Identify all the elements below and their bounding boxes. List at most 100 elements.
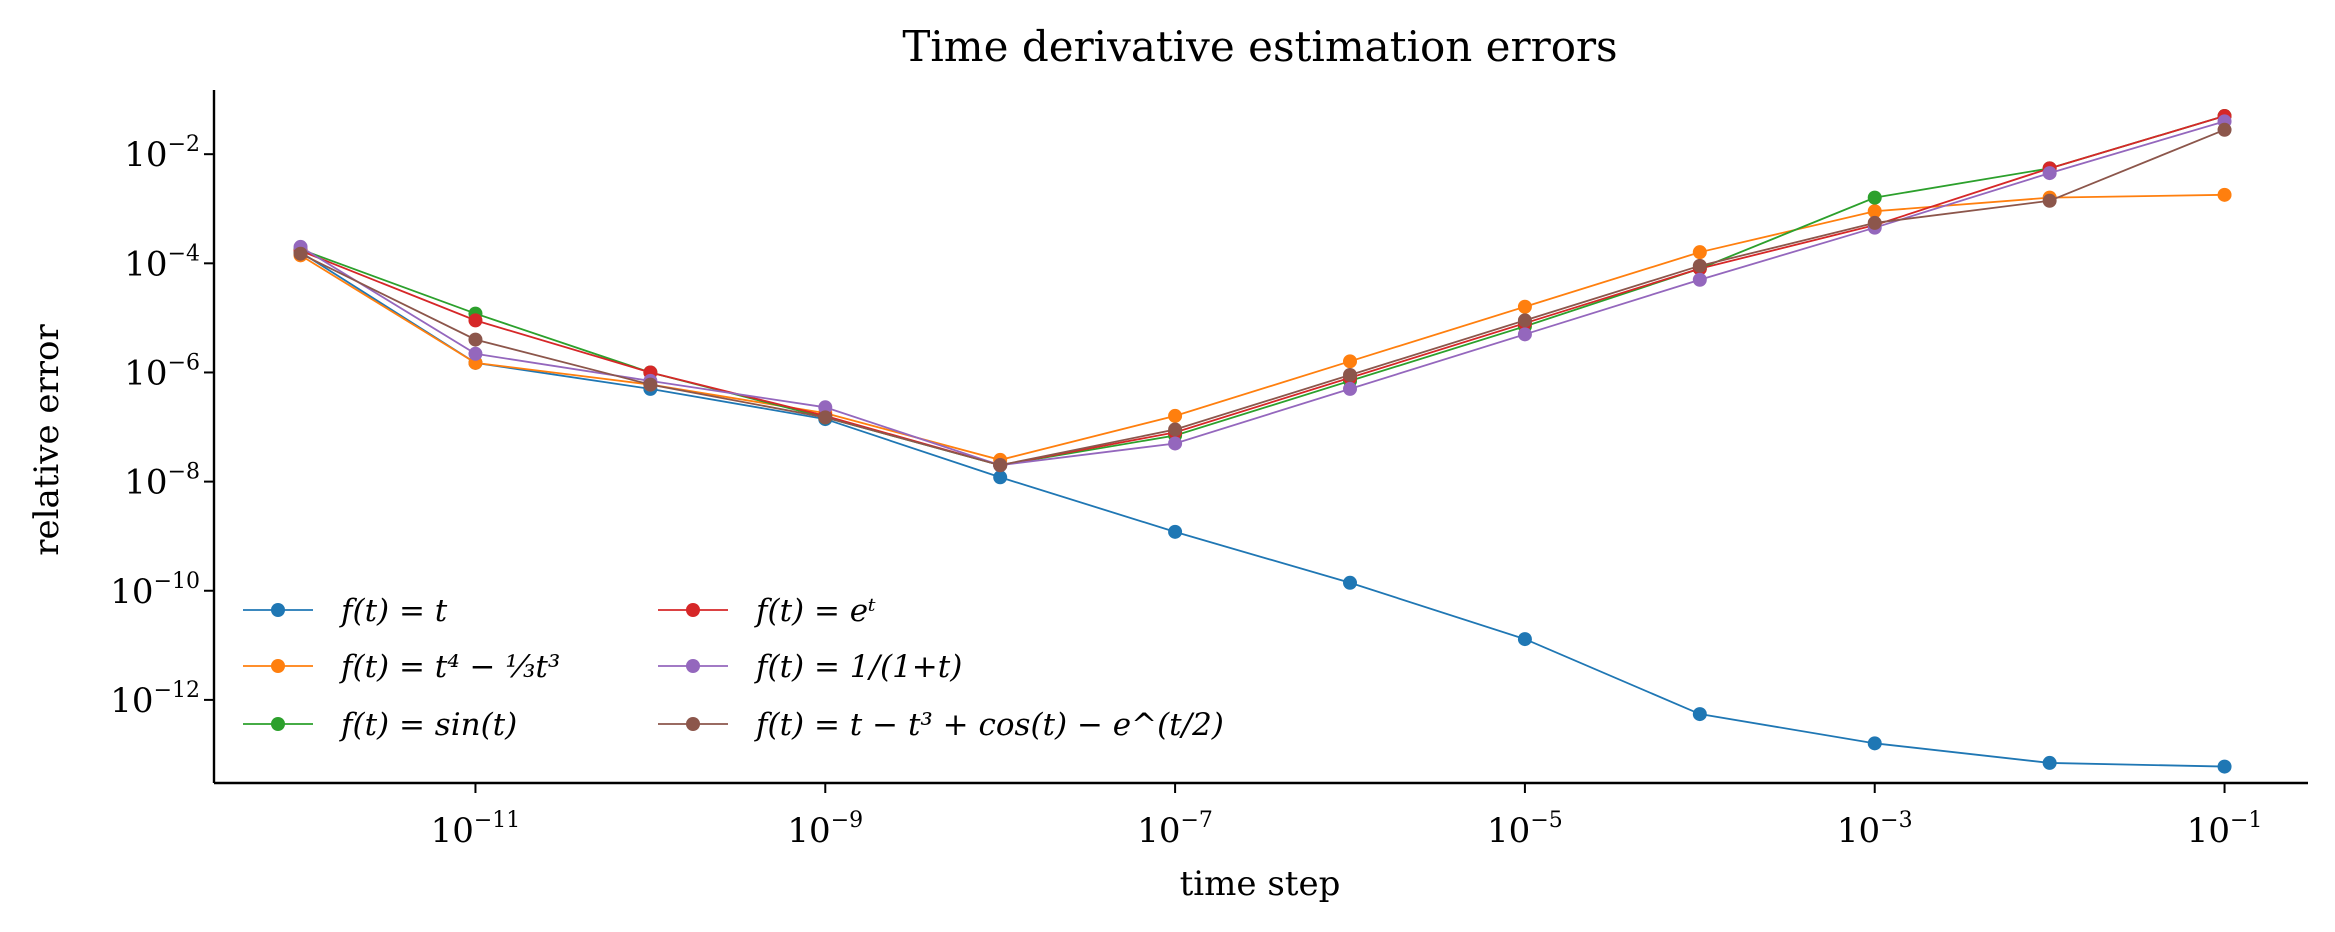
y-tick-exponent: −6 — [168, 350, 200, 375]
legend-item: f(t) = 1/(1+t) — [658, 649, 962, 685]
legend-label: f(t) = 1/(1+t) — [754, 649, 962, 685]
data-point — [1692, 258, 1707, 273]
series-5 — [293, 122, 2232, 473]
legend-swatch-marker — [271, 717, 285, 731]
chart-title: Time derivative estimation errors — [902, 22, 1617, 71]
legend: f(t) = t f(t) = t⁴ − ⅓t³ f(t) = sin(t) f(t)… — [243, 593, 1224, 743]
series-layer — [293, 109, 2232, 774]
data-point — [993, 458, 1008, 473]
y-tick-exponent: −12 — [154, 678, 200, 703]
data-point — [2042, 166, 2057, 181]
y-tick-label: 10−2 — [124, 132, 200, 175]
x-tick-label: 10−5 — [1487, 808, 1563, 851]
y-axis-label: relative error — [27, 323, 67, 555]
series-line — [300, 115, 2225, 467]
x-tick-base: 10 — [1137, 811, 1180, 851]
data-point — [1168, 524, 1183, 539]
series-line — [300, 128, 2225, 467]
data-point — [1692, 272, 1707, 287]
data-point — [1168, 408, 1183, 423]
data-point — [1343, 367, 1358, 382]
data-point — [818, 400, 833, 415]
data-point — [1867, 190, 1882, 205]
y-tick-exponent: −4 — [168, 241, 200, 266]
data-point — [1517, 299, 1532, 314]
series-line — [300, 193, 2225, 461]
legend-item: f(t) = t⁴ − ⅓t³ — [243, 649, 560, 685]
y-tick-label: 10−10 — [110, 569, 200, 612]
data-point — [1168, 422, 1183, 437]
x-tick-base: 10 — [1837, 811, 1880, 851]
legend-item: f(t) = t − t³ + cos(t) − e^(t/2) — [658, 707, 1224, 743]
legend-label: f(t) = t⁴ − ⅓t³ — [339, 649, 560, 685]
axes: 10−11 10−9 10−7 10−5 10−3 10−110−210−410−610−… — [110, 90, 2308, 851]
legend-item: f(t) = eᵗ — [658, 593, 876, 629]
x-tick-base: 10 — [431, 811, 474, 851]
data-point — [818, 410, 833, 425]
x-tick-base: 10 — [1487, 811, 1530, 851]
data-point — [2217, 122, 2232, 137]
legend-label: f(t) = sin(t) — [339, 707, 517, 743]
data-point — [993, 470, 1008, 485]
legend-item: f(t) = sin(t) — [243, 707, 517, 743]
data-point — [1168, 436, 1183, 451]
data-point — [1343, 354, 1358, 369]
data-point — [1692, 245, 1707, 260]
legend-label: f(t) = eᵗ — [754, 593, 876, 629]
legend-swatch-marker — [271, 659, 285, 673]
x-tick-exponent: −3 — [1880, 808, 1912, 833]
data-point — [468, 332, 483, 347]
x-tick-label: 10−9 — [787, 808, 863, 851]
x-tick-base: 10 — [2187, 811, 2230, 851]
data-point — [1343, 575, 1358, 590]
legend-item: f(t) = t — [243, 593, 448, 629]
data-point — [1517, 632, 1532, 647]
legend-swatch-marker — [686, 659, 700, 673]
data-point — [1867, 736, 1882, 751]
data-point — [1343, 381, 1358, 396]
data-point — [643, 377, 658, 392]
data-point — [2042, 193, 2057, 208]
legend-swatch-marker — [271, 603, 285, 617]
data-point — [1867, 215, 1882, 230]
series-line — [300, 251, 2225, 768]
legend-swatch-marker — [686, 603, 700, 617]
y-tick-base: 10 — [124, 463, 167, 503]
y-tick-label: 10−4 — [124, 241, 200, 284]
legend-swatch-marker — [686, 717, 700, 731]
y-tick-base: 10 — [110, 681, 153, 721]
y-tick-label: 10−6 — [124, 350, 200, 393]
data-point — [2042, 755, 2057, 770]
data-point — [2217, 187, 2232, 202]
series-line — [300, 115, 2225, 467]
y-tick-exponent: −8 — [168, 460, 200, 485]
x-tick-exponent: −9 — [831, 808, 863, 833]
x-tick-label: 10−7 — [1137, 808, 1213, 851]
data-point — [1517, 313, 1532, 328]
x-tick-label: 10−1 — [2187, 808, 2263, 851]
legend-label: f(t) = t − t³ + cos(t) − e^(t/2) — [754, 707, 1224, 743]
y-tick-base: 10 — [124, 135, 167, 175]
data-point — [468, 346, 483, 361]
x-tick-exponent: −11 — [474, 808, 520, 833]
data-point — [2217, 759, 2232, 774]
y-tick-base: 10 — [124, 353, 167, 393]
x-tick-base: 10 — [787, 811, 830, 851]
data-point — [468, 313, 483, 328]
y-tick-exponent: −10 — [154, 569, 200, 594]
x-tick-label: 10−11 — [431, 808, 521, 851]
data-point — [293, 246, 308, 261]
x-tick-label: 10−3 — [1837, 808, 1913, 851]
data-point — [1517, 327, 1532, 342]
data-point — [1867, 204, 1882, 219]
data-point — [1692, 707, 1707, 722]
y-tick-base: 10 — [110, 572, 153, 612]
y-tick-label: 10−12 — [110, 678, 200, 721]
x-tick-exponent: −7 — [1181, 808, 1213, 833]
y-tick-label: 10−8 — [124, 460, 200, 503]
x-tick-exponent: −5 — [1530, 808, 1562, 833]
y-tick-base: 10 — [124, 244, 167, 284]
y-tick-exponent: −2 — [168, 132, 200, 157]
